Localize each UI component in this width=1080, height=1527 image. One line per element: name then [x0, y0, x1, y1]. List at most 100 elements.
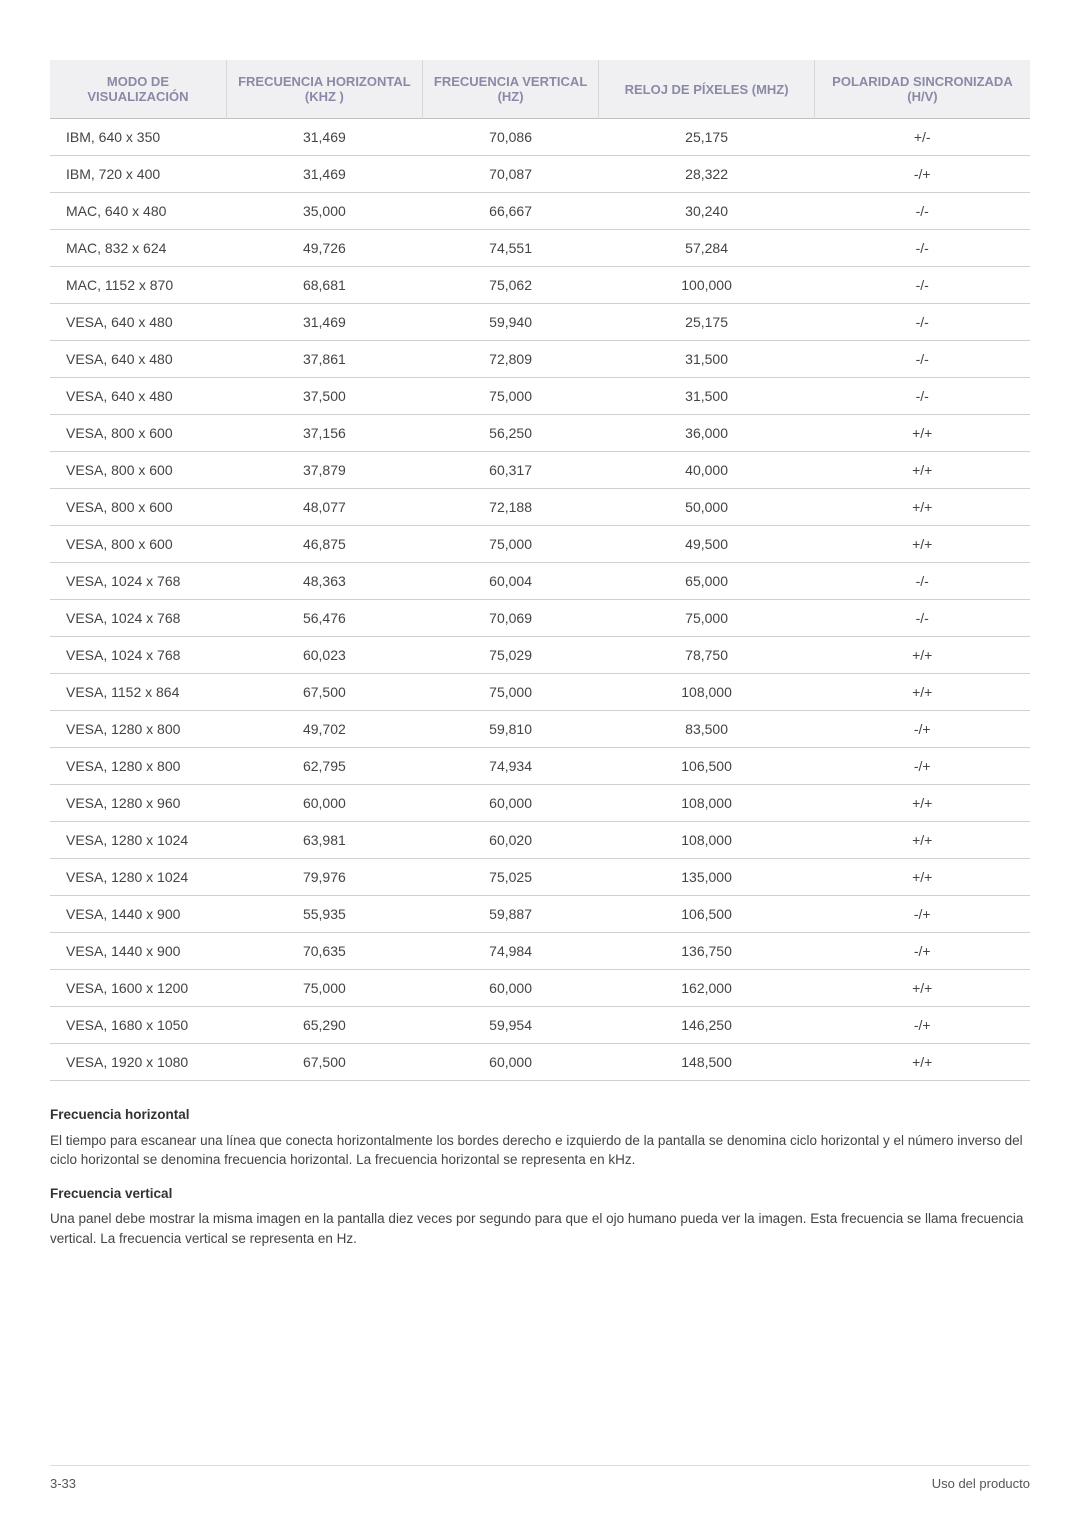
table-cell: -/+ [814, 156, 1030, 193]
table-cell: +/+ [814, 526, 1030, 563]
table-cell: 75,000 [422, 526, 598, 563]
table-cell: 62,795 [226, 748, 422, 785]
table-row: VESA, 1440 x 90055,93559,887106,500-/+ [50, 896, 1030, 933]
table-cell: 31,500 [599, 341, 815, 378]
table-cell: 40,000 [599, 452, 815, 489]
table-cell: 75,000 [422, 378, 598, 415]
table-cell: -/- [814, 230, 1030, 267]
table-row: VESA, 1024 x 76848,36360,00465,000-/- [50, 563, 1030, 600]
table-cell: 48,363 [226, 563, 422, 600]
col-hfreq: FRECUENCIA HORIZONTAL (KHZ ) [226, 60, 422, 119]
table-cell: -/- [814, 267, 1030, 304]
table-row: MAC, 832 x 62449,72674,55157,284-/- [50, 230, 1030, 267]
table-row: VESA, 1600 x 120075,00060,000162,000+/+ [50, 970, 1030, 1007]
table-cell: +/+ [814, 970, 1030, 1007]
table-cell: VESA, 800 x 600 [50, 415, 226, 452]
table-cell: 60,000 [422, 970, 598, 1007]
table-cell: 36,000 [599, 415, 815, 452]
table-row: VESA, 1280 x 102479,97675,025135,000+/+ [50, 859, 1030, 896]
table-cell: MAC, 640 x 480 [50, 193, 226, 230]
table-cell: -/- [814, 600, 1030, 637]
table-cell: 60,023 [226, 637, 422, 674]
table-cell: +/+ [814, 785, 1030, 822]
table-cell: 30,240 [599, 193, 815, 230]
table-cell: 57,284 [599, 230, 815, 267]
table-cell: -/+ [814, 1007, 1030, 1044]
table-cell: 28,322 [599, 156, 815, 193]
table-cell: 60,000 [422, 785, 598, 822]
table-row: VESA, 640 x 48037,86172,80931,500-/- [50, 341, 1030, 378]
table-cell: 37,861 [226, 341, 422, 378]
table-cell: MAC, 1152 x 870 [50, 267, 226, 304]
table-cell: VESA, 800 x 600 [50, 489, 226, 526]
table-cell: 59,810 [422, 711, 598, 748]
table-row: IBM, 720 x 40031,46970,08728,322-/+ [50, 156, 1030, 193]
table-row: IBM, 640 x 35031,46970,08625,175+/- [50, 119, 1030, 156]
table-cell: VESA, 1440 x 900 [50, 896, 226, 933]
table-cell: +/+ [814, 822, 1030, 859]
table-cell: 72,809 [422, 341, 598, 378]
table-cell: -/+ [814, 711, 1030, 748]
table-cell: 75,029 [422, 637, 598, 674]
table-cell: 49,500 [599, 526, 815, 563]
table-cell: 25,175 [599, 119, 815, 156]
table-cell: 74,934 [422, 748, 598, 785]
display-modes-table: MODO DE VISUALIZACIÓN FRECUENCIA HORIZON… [50, 60, 1030, 1081]
table-cell: +/+ [814, 674, 1030, 711]
table-cell: -/+ [814, 748, 1030, 785]
table-row: VESA, 800 x 60046,87575,00049,500+/+ [50, 526, 1030, 563]
table-cell: 35,000 [226, 193, 422, 230]
col-polarity: POLARIDAD SINCRONIZADA (H/V) [814, 60, 1030, 119]
table-cell: 146,250 [599, 1007, 815, 1044]
table-header-row: MODO DE VISUALIZACIÓN FRECUENCIA HORIZON… [50, 60, 1030, 119]
table-cell: VESA, 800 x 600 [50, 452, 226, 489]
table-cell: VESA, 1280 x 800 [50, 711, 226, 748]
page-number: 3-33 [50, 1476, 76, 1491]
table-cell: 108,000 [599, 822, 815, 859]
table-cell: 70,635 [226, 933, 422, 970]
table-cell: -/- [814, 304, 1030, 341]
table-cell: VESA, 1024 x 768 [50, 637, 226, 674]
table-row: VESA, 1920 x 108067,50060,000148,500+/+ [50, 1044, 1030, 1081]
table-row: VESA, 1280 x 102463,98160,020108,000+/+ [50, 822, 1030, 859]
table-cell: 72,188 [422, 489, 598, 526]
note-hfreq-title: Frecuencia horizontal [50, 1105, 1030, 1125]
col-vfreq: FRECUENCIA VERTICAL (HZ) [422, 60, 598, 119]
table-cell: 66,667 [422, 193, 598, 230]
table-cell: 106,500 [599, 896, 815, 933]
table-cell: 162,000 [599, 970, 815, 1007]
table-cell: VESA, 1680 x 1050 [50, 1007, 226, 1044]
table-cell: 68,681 [226, 267, 422, 304]
col-pixclock: RELOJ DE PÍXELES (MHZ) [599, 60, 815, 119]
table-cell: 108,000 [599, 674, 815, 711]
table-cell: 70,086 [422, 119, 598, 156]
table-cell: VESA, 1440 x 900 [50, 933, 226, 970]
table-cell: 31,469 [226, 119, 422, 156]
table-cell: -/- [814, 193, 1030, 230]
table-cell: 106,500 [599, 748, 815, 785]
table-cell: 79,976 [226, 859, 422, 896]
table-cell: VESA, 640 x 480 [50, 378, 226, 415]
table-cell: 63,981 [226, 822, 422, 859]
table-cell: VESA, 640 x 480 [50, 304, 226, 341]
table-cell: 78,750 [599, 637, 815, 674]
notes-section: Frecuencia horizontal El tiempo para esc… [50, 1105, 1030, 1248]
table-cell: 56,476 [226, 600, 422, 637]
table-cell: IBM, 720 x 400 [50, 156, 226, 193]
table-cell: -/+ [814, 933, 1030, 970]
table-cell: -/- [814, 378, 1030, 415]
table-cell: 148,500 [599, 1044, 815, 1081]
table-row: VESA, 1024 x 76856,47670,06975,000-/- [50, 600, 1030, 637]
table-cell: MAC, 832 x 624 [50, 230, 226, 267]
table-cell: VESA, 1920 x 1080 [50, 1044, 226, 1081]
table-cell: 75,025 [422, 859, 598, 896]
table-cell: 75,062 [422, 267, 598, 304]
table-row: VESA, 800 x 60048,07772,18850,000+/+ [50, 489, 1030, 526]
table-cell: -/- [814, 341, 1030, 378]
table-row: VESA, 1280 x 80049,70259,81083,500-/+ [50, 711, 1030, 748]
note-vfreq-title: Frecuencia vertical [50, 1184, 1030, 1204]
note-hfreq-body: El tiempo para escanear una línea que co… [50, 1131, 1030, 1170]
col-mode: MODO DE VISUALIZACIÓN [50, 60, 226, 119]
table-row: MAC, 1152 x 87068,68175,062100,000-/- [50, 267, 1030, 304]
table-cell: 60,020 [422, 822, 598, 859]
